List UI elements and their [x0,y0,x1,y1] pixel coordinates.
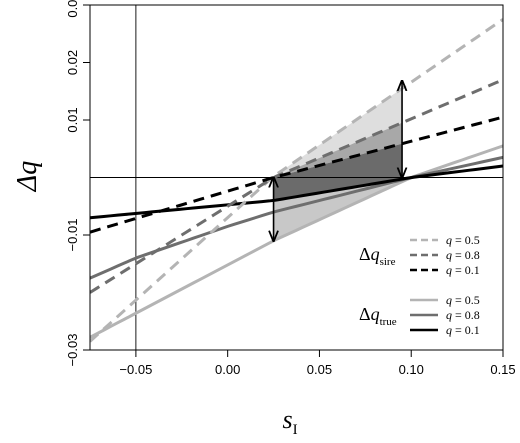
y-tick-label: −0.01 [65,219,80,252]
legend-entry-label: q = 0.5 [446,233,480,247]
series-true-q-0-1 [90,164,503,220]
x-axis-ticks: −0.05 0.00 0.05 0.10 0.15 [119,350,516,377]
y-tick-label: −0.03 [65,334,80,367]
legend-entry-label: q = 0.5 [446,293,480,307]
y-tick-label: 0.03 [65,0,80,18]
x-axis-label-sub: I [293,422,298,438]
shaded-regions [273,88,403,241]
x-axis-label: sI [282,405,297,438]
shaded-region-3 [273,143,403,201]
legend-group-title: Δqtrue [359,304,397,328]
y-axis-label-text: Δq [12,161,43,192]
x-tick-label: 0.15 [490,362,515,377]
x-axis-label-text: s [282,405,292,434]
x-tick-label: 0.10 [399,362,424,377]
legend-entry-label: q = 0.1 [446,263,480,277]
legend-group-true: q = 0.5q = 0.8q = 0.1 Δqtrue [359,293,480,337]
y-axis-ticks: −0.03 −0.01 0.01 0.02 0.03 [65,0,90,366]
series-sire-q-0-8 [90,78,503,294]
x-tick-label: 0.05 [307,362,332,377]
arrows [274,81,402,241]
reference-lines [90,5,503,350]
legend-group-sire: q = 0.5q = 0.8q = 0.1 Δqsire [359,233,480,277]
legend-group-title: Δqsire [359,244,396,268]
x-tick-label: 0.00 [215,362,240,377]
series-true-q-0-5 [90,144,503,339]
y-tick-label: 0.01 [65,107,80,132]
series-lines [90,18,503,343]
plot-frame [89,4,504,351]
legend-entry-label: q = 0.1 [446,323,480,337]
series-sire-q-0-5 [90,18,503,343]
y-axis-label: Δq [12,161,43,192]
x-tick-label: −0.05 [119,362,152,377]
y-tick-label: 0.02 [65,50,80,75]
legend-entry-label: q = 0.8 [446,308,480,322]
shaded-region-2 [273,122,403,178]
legend-entry-label: q = 0.8 [446,248,480,262]
